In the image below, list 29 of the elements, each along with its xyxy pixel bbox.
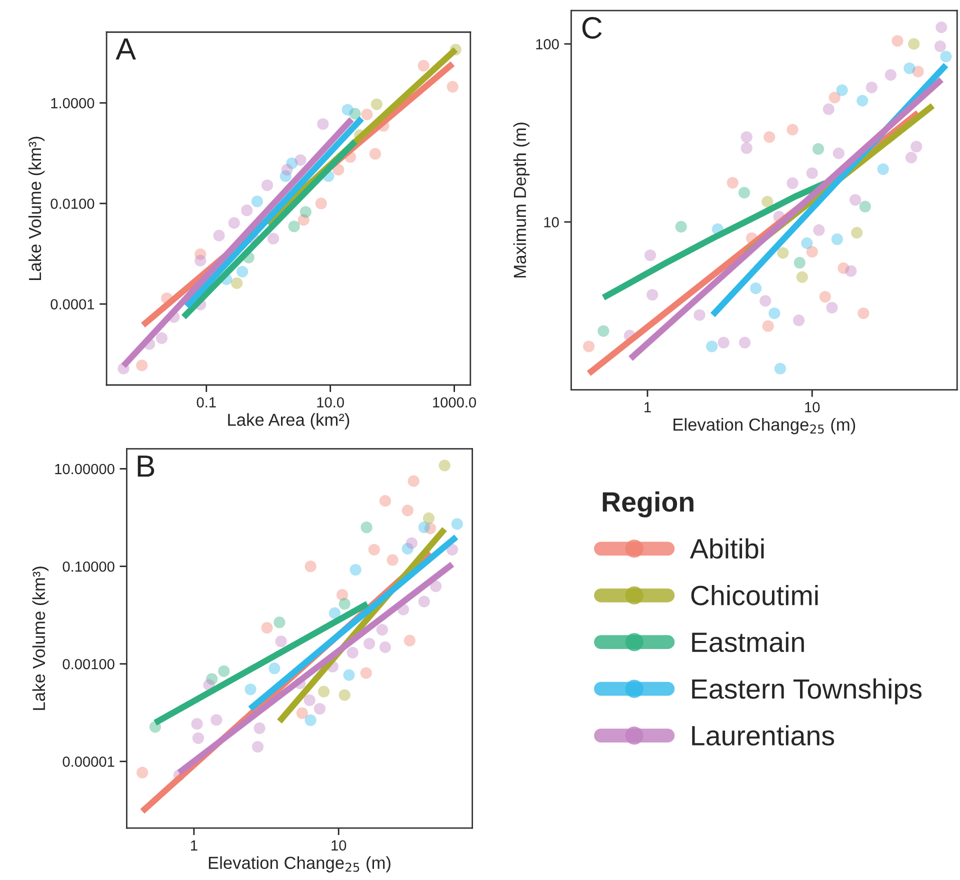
y-tick-label: 1.0000 [51, 98, 94, 108]
y-axis-title: Maximum Depth (m) [513, 122, 530, 278]
x-tick-label: 10.0 [317, 397, 344, 408]
x-tick-label: 1 [644, 402, 651, 412]
legend-label: Eastmain [692, 632, 804, 652]
y-tick-label: 0.10000 [62, 561, 114, 572]
legend-label: Eastern Townships [692, 678, 922, 704]
legend-label: Abitibi [690, 538, 764, 559]
annotation: A [116, 38, 136, 60]
y-tick-label: 0.00001 [62, 756, 114, 767]
legend-label: Chicoutimi [691, 584, 818, 606]
y-axis-title: Lake Volume (km³) [32, 566, 49, 710]
x-axis-title: Elevation Change$_{25}$ (m) [208, 856, 390, 872]
annotation: B [138, 456, 154, 477]
x-tick-label: 1000.0 [433, 397, 476, 408]
y-tick-label: 10.00000 [55, 464, 114, 474]
x-tick-label: 10 [805, 402, 820, 412]
y-tick-label: 0.0001 [50, 299, 94, 310]
y-tick-label: 100 [536, 39, 559, 50]
legend-title: Region [602, 491, 694, 518]
legend-label: Laurentians [692, 725, 834, 746]
y-tick-label: 0.0100 [50, 198, 94, 209]
x-tick-label: 1 [191, 840, 198, 850]
x-tick-label: 0.1 [196, 397, 216, 408]
y-tick-label: 0.00100 [62, 658, 114, 670]
x-axis-title: Elevation Change$_{25}$ (m) [674, 418, 856, 434]
annotation: C [582, 17, 602, 39]
y-axis-title: Lake Volume (km³) [28, 136, 45, 280]
x-axis-title: Lake Area (km²) [228, 413, 350, 430]
